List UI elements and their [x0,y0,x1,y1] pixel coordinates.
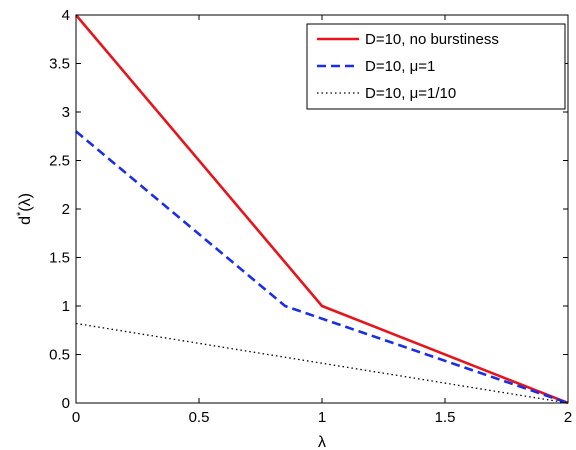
y-tick-label: 3.5 [49,56,70,73]
legend-label-3: D=10, μ=1/10 [365,85,456,102]
y-axis-label-rest: (λ) [17,193,34,212]
series-line-3 [75,322,569,404]
y-axis-label: d*(λ) [15,193,34,225]
x-tick-label: 0 [72,409,80,426]
x-tick-label: 0.5 [189,409,210,426]
y-tick-label: 2 [62,201,70,218]
x-axis-label: λ [318,434,326,450]
x-tick-label: 2 [564,409,572,426]
y-tick-label: 0 [62,395,70,412]
legend-label-1: D=10, no burstiness [365,31,499,48]
y-tick-label: 1 [62,298,70,315]
y-tick-label: 3 [62,104,70,121]
series-line-1 [75,14,569,405]
legend: D=10, no burstiness D=10, μ=1 D=10, μ=1/10 [306,23,566,110]
y-axis-label-base: d [17,216,34,225]
y-tick-label: 0.5 [49,347,70,364]
series-line-2 [75,130,569,405]
plot-area [75,14,569,405]
y-axis-label-sup: * [15,211,27,216]
y-tick-label: 4 [62,7,70,24]
x-tick-label: 1 [318,409,326,426]
y-tick-label: 1.5 [49,250,70,267]
legend-label-2: D=10, μ=1 [365,58,435,75]
y-tick-label: 2.5 [49,153,70,170]
axes: 0 0.5 1 1.5 2 0 0.5 1 1.5 2 2.5 3 3.5 4 [49,7,572,426]
x-tick-label: 1.5 [435,409,456,426]
